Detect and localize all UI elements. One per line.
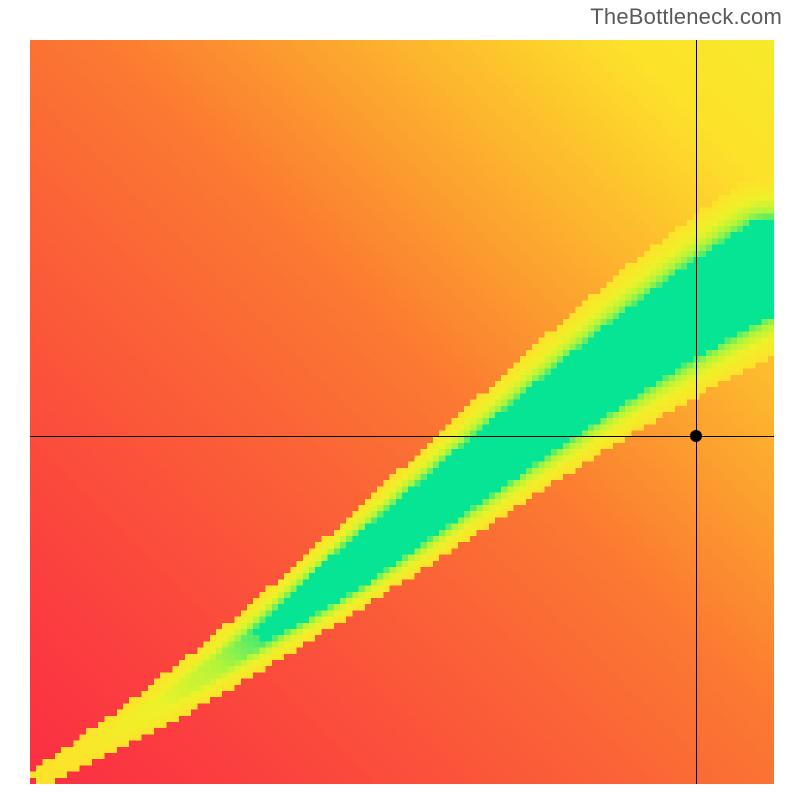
heatmap-canvas-wrap — [30, 40, 774, 784]
crosshair-vertical — [696, 40, 697, 784]
crosshair-horizontal — [30, 436, 774, 437]
bottleneck-heatmap — [30, 40, 774, 784]
selection-marker — [690, 430, 702, 442]
heatmap-frame — [24, 34, 780, 790]
watermark-text: TheBottleneck.com — [590, 4, 782, 30]
